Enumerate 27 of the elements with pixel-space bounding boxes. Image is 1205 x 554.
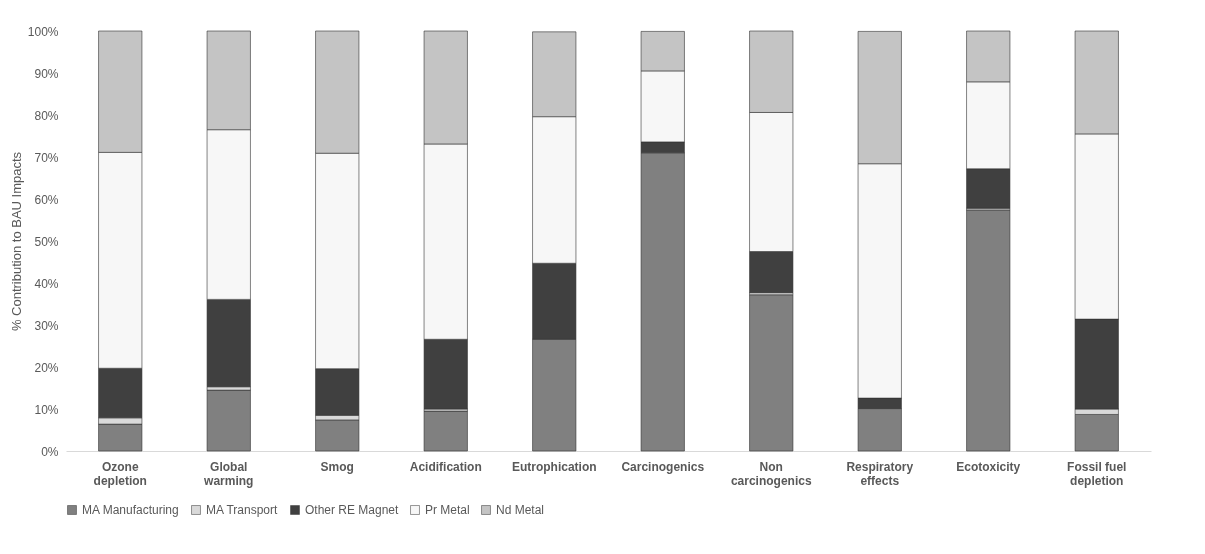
x-tick-label: Carcinogenics [621, 459, 705, 474]
y-tick-label: 70% [34, 150, 59, 165]
x-tick-label: Non carcinogenics [730, 459, 812, 488]
legend-label: Other RE Magnet [305, 503, 400, 517]
y-tick-label: 20% [34, 360, 59, 375]
y-tick-label: 80% [34, 108, 59, 123]
x-tick-label: Global warming [203, 459, 254, 488]
y-tick-label: 90% [34, 66, 59, 81]
legend-label: MA Transport [206, 503, 279, 517]
legend-label: Pr Metal [425, 503, 470, 517]
y-tick-label: 50% [34, 234, 59, 249]
x-tick-label: Acidification [409, 459, 482, 474]
y-tick-label: 40% [34, 276, 59, 291]
y-tick-label: 60% [34, 192, 59, 207]
y-tick-label: 100% [27, 24, 59, 39]
x-tick-label: Ecotoxicity [956, 459, 1021, 474]
y-tick-label: 30% [34, 318, 59, 333]
x-tick-label: Eutrophication [511, 459, 597, 474]
legend-label: MA Manufacturing [82, 503, 179, 517]
y-axis-title: % Contribution to BAU Impacts [8, 151, 24, 332]
x-tick-label: Fossil fuel depletion [1067, 459, 1127, 488]
x-tick-label: Respiratory effects [846, 459, 914, 488]
x-tick-label: Ozone depletion [93, 459, 147, 488]
legend-label: Nd Metal [496, 503, 545, 517]
y-tick-label: 0% [41, 444, 59, 459]
y-tick-label: 10% [34, 402, 59, 417]
x-tick-label: Smog [320, 459, 354, 474]
